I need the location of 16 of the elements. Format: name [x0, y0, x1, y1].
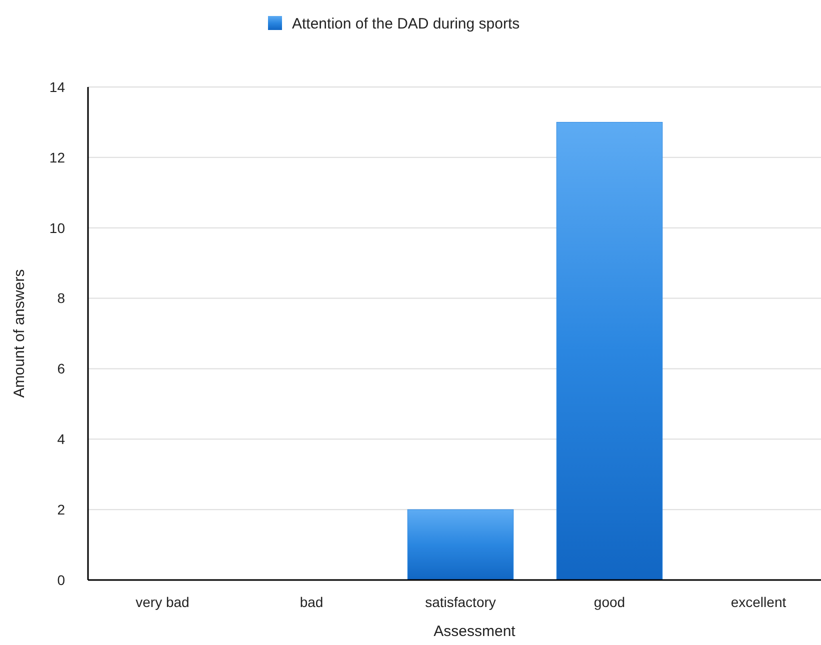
y-tick-label: 0 [57, 572, 66, 588]
x-tick-label: bad [300, 594, 324, 610]
y-axis-title: Amount of answers [11, 269, 28, 398]
y-tick-label: 14 [49, 78, 66, 95]
x-tick-label: very bad [136, 594, 190, 610]
x-tick-label: satisfactory [425, 594, 496, 610]
y-tick-label: 8 [57, 290, 66, 306]
y-tick-label: 4 [57, 431, 66, 448]
y-tick-label: 2 [57, 501, 66, 518]
legend-label: Attention of the DAD during sports [292, 15, 520, 32]
y-tick-label: 10 [49, 220, 66, 236]
y-tick-label: 6 [57, 360, 66, 377]
x-axis-title: Assessment [434, 623, 516, 640]
x-tick-label: excellent [730, 594, 786, 610]
x-tick-label: good [594, 594, 626, 610]
y-tick-label: 12 [49, 149, 66, 166]
